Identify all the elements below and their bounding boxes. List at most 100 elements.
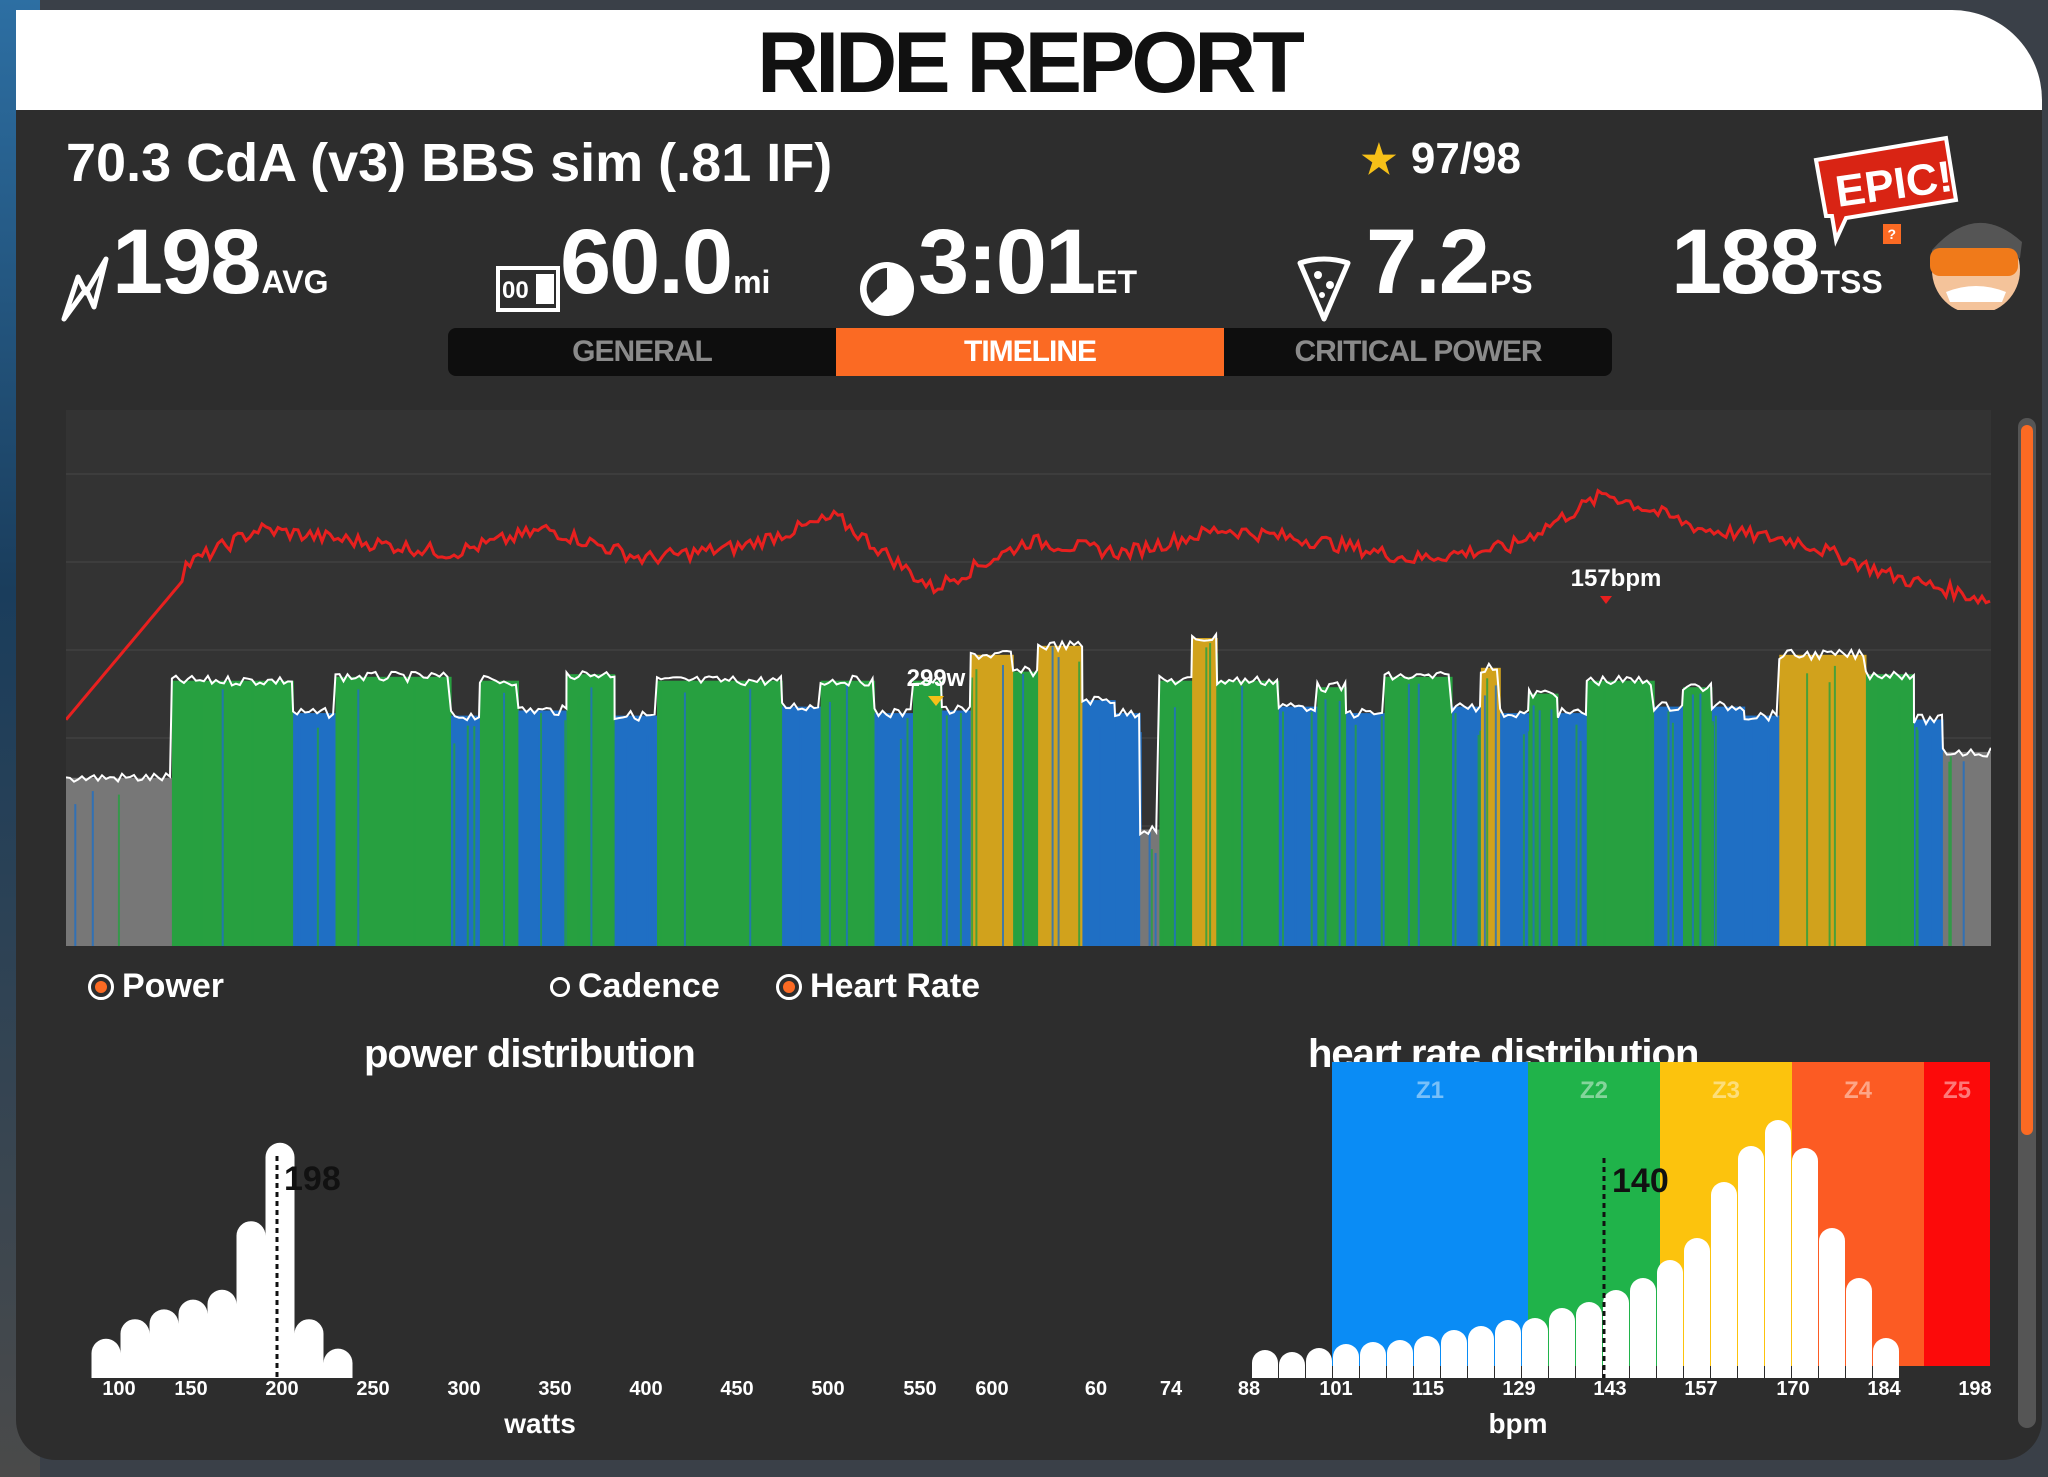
odometer-icon: 00 — [496, 265, 560, 312]
epic-badge: EPIC! — [1806, 130, 2026, 315]
timeline-chart[interactable]: 299w 157bpm — [66, 410, 1991, 946]
hr-hist-bar — [1549, 1308, 1575, 1378]
stat-pizza-slices: 7.2PS — [1296, 210, 1533, 323]
power-zone-bar — [1586, 680, 1655, 946]
tab-timeline[interactable]: TIMELINE — [836, 328, 1224, 376]
power-streak — [1354, 724, 1357, 946]
power-streak — [1205, 647, 1208, 946]
heart-rate-line — [66, 488, 1991, 721]
power-streak — [1527, 731, 1530, 946]
tab-general[interactable]: GENERAL — [572, 335, 713, 368]
power-tick-label: 200 — [265, 1378, 299, 1400]
hr-hist-bar — [1252, 1350, 1278, 1378]
power-streak — [1486, 678, 1489, 946]
power-streak — [1916, 730, 1919, 946]
rating: ★ 97/98 — [1361, 134, 1521, 184]
hr-avg-label: 140 — [1612, 1162, 1669, 1200]
power-streak — [590, 687, 593, 946]
power-streak — [1097, 729, 1100, 946]
power-streak — [1750, 715, 1753, 946]
power-streak — [1962, 761, 1965, 946]
power-bolt-icon — [61, 256, 109, 322]
hr-hist-bar — [1792, 1148, 1818, 1378]
power-streak — [1209, 643, 1212, 946]
power-streak — [473, 726, 476, 946]
hr-hist-bar — [1468, 1326, 1494, 1378]
power-zone-bar — [657, 680, 783, 946]
power-streak — [683, 692, 686, 946]
power-streak — [505, 684, 507, 946]
power-streak — [1538, 710, 1541, 946]
power-streak — [295, 741, 298, 946]
hr-histogram: Z1 Z2 Z3 Z4 Z5 140 — [1252, 1062, 1990, 1378]
power-streak — [927, 682, 930, 946]
power-streak — [1407, 683, 1410, 946]
power-streak — [1417, 683, 1420, 946]
power-streak — [1898, 695, 1901, 946]
hr-hist-bar — [1360, 1342, 1386, 1378]
power-zone-bar — [1500, 713, 1530, 946]
hr-hist-bar — [1522, 1318, 1548, 1378]
scrollbar-thumb[interactable] — [2021, 425, 2033, 1135]
power-streak — [1380, 716, 1383, 946]
power-streak — [1714, 715, 1717, 946]
power-streak — [466, 725, 469, 946]
power-hist-bar — [120, 1319, 150, 1378]
power-tick-label: 100 — [102, 1378, 136, 1400]
power-zone-bar — [1192, 638, 1218, 946]
toggle-power[interactable]: Power — [88, 967, 224, 1006]
power-hist-bar — [323, 1348, 353, 1378]
power-streak — [221, 689, 224, 946]
power-streak — [316, 727, 319, 946]
toggle-heart-rate[interactable]: Heart Rate — [776, 967, 980, 1006]
power-zone-bar — [1317, 687, 1347, 946]
power-streak — [1022, 674, 1025, 946]
power-streak — [564, 720, 567, 946]
power-streak — [906, 718, 909, 946]
power-zone-bar — [1452, 706, 1482, 946]
power-streak — [945, 715, 948, 946]
power-streak — [1015, 673, 1018, 946]
hr-zone-band — [1924, 1062, 1990, 1366]
power-streak — [828, 701, 831, 946]
power-streak — [1929, 735, 1932, 946]
hr-tick-label: 184 — [1867, 1378, 1901, 1400]
tab-critical-power[interactable]: CRITICAL POWER — [1294, 335, 1542, 368]
power-streak — [1125, 728, 1128, 946]
power-hist-bar — [178, 1299, 208, 1378]
power-zone-bar — [1914, 719, 1944, 946]
power-zone-bar — [1683, 687, 1713, 946]
ride-report-panel: RIDE REPORT 70.3 CdA (v3) BBS sim (.81 I… — [16, 10, 2042, 1460]
power-streak — [1575, 724, 1578, 946]
rating-value: 97/98 — [1410, 134, 1521, 183]
tss-info-icon[interactable]: ? — [1882, 224, 1901, 244]
power-streak — [1326, 688, 1329, 946]
hr-tick-label: 115 — [1411, 1378, 1445, 1400]
hr-hist-bar — [1738, 1146, 1764, 1378]
power-zone-bar — [970, 654, 1014, 946]
power-streak — [1949, 756, 1952, 946]
power-axis-label: watts — [504, 1408, 576, 1439]
toggle-cadence[interactable]: Cadence — [550, 967, 720, 1006]
power-streak — [1173, 707, 1176, 946]
hr-hist-bar — [1819, 1228, 1845, 1378]
stat-avg-power: 198AVG — [60, 210, 328, 323]
power-zone-bar — [1115, 713, 1141, 946]
power-streak — [1494, 685, 1497, 946]
timeline-svg: 299w 157bpm — [66, 473, 1991, 946]
power-streak — [1031, 690, 1033, 946]
power-zone-bar — [1217, 680, 1280, 946]
power-streak — [937, 706, 939, 946]
power-streak — [1532, 705, 1535, 946]
hr-zone-label: Z2 — [1580, 1077, 1608, 1104]
power-streak — [1483, 695, 1486, 946]
power-streak — [91, 791, 94, 946]
hr-hist-bar — [1495, 1320, 1521, 1378]
power-hist-bar — [265, 1142, 295, 1378]
power-streak — [1667, 711, 1670, 946]
power-streak — [1646, 691, 1649, 946]
power-streak — [1562, 724, 1564, 946]
power-streak — [1161, 691, 1164, 946]
power-streak — [1386, 692, 1389, 946]
hr-hist-bar — [1333, 1344, 1359, 1378]
